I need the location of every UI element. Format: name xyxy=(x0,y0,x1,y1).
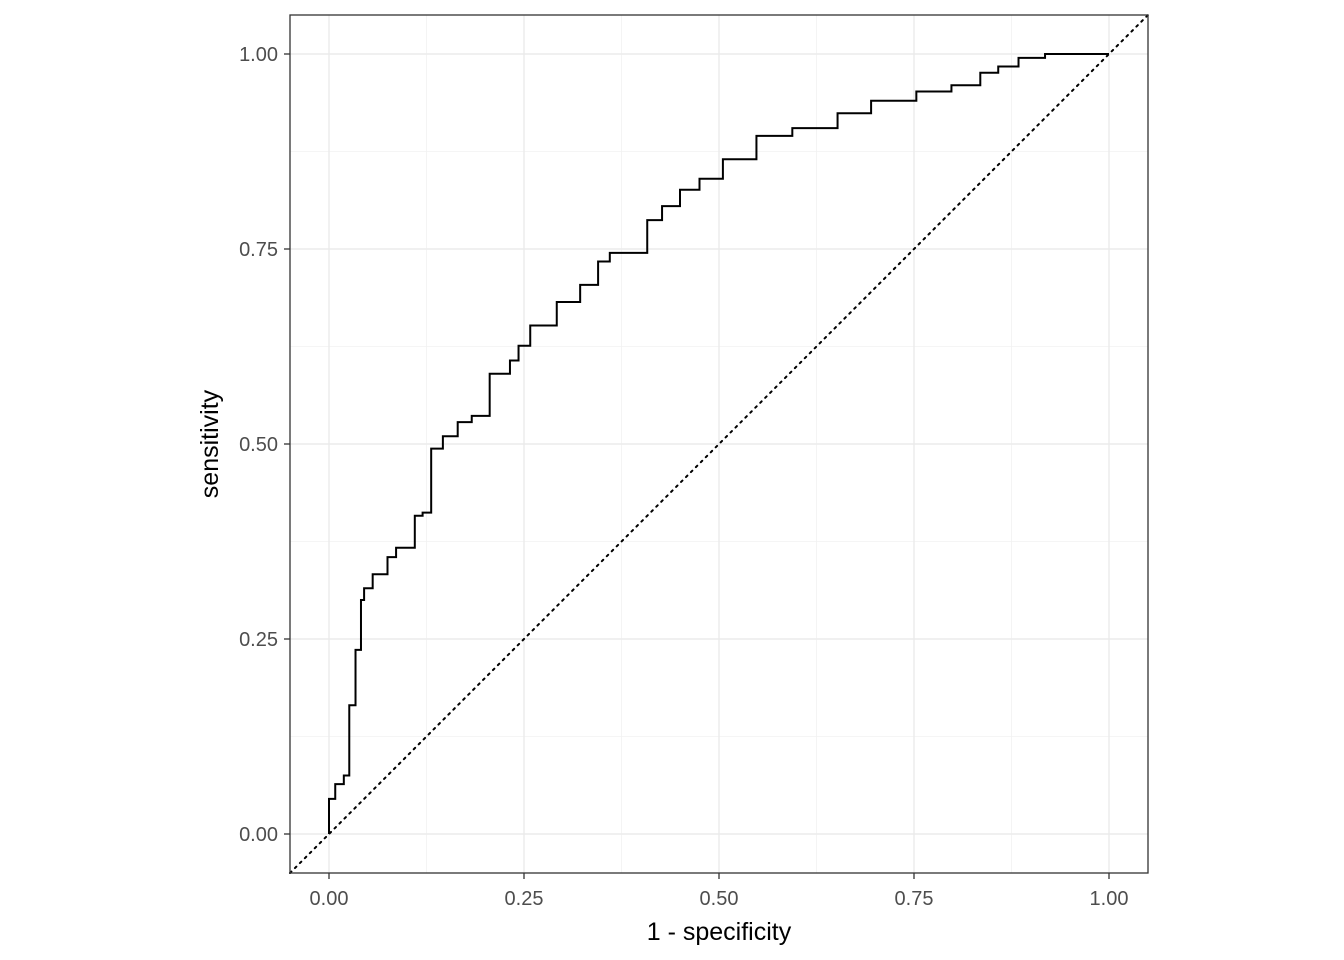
reference-diagonal-line xyxy=(289,14,1149,874)
x-tick-label: 0.50 xyxy=(700,888,739,910)
y-tick-label: 0.75 xyxy=(239,239,278,261)
x-tick-label: 0.75 xyxy=(895,888,934,910)
y-tick-label: 0.00 xyxy=(239,824,278,846)
x-tick-label: 1.00 xyxy=(1090,888,1129,910)
y-tick-label: 0.25 xyxy=(239,629,278,651)
y-axis: 0.00 0.25 0.50 0.75 1.00 xyxy=(239,44,290,846)
major-gridlines xyxy=(290,15,1148,873)
x-axis: 0.00 0.25 0.50 0.75 1.00 xyxy=(310,873,1129,910)
y-axis-title: sensitivity xyxy=(196,389,224,498)
y-tick-label: 1.00 xyxy=(239,44,278,66)
x-tick-label: 0.25 xyxy=(505,888,544,910)
x-tick-label: 0.00 xyxy=(310,888,349,910)
roc-curve-line xyxy=(328,53,1109,834)
y-tick-label: 0.50 xyxy=(239,434,278,456)
x-axis-title: 1 - specificity xyxy=(647,918,792,946)
